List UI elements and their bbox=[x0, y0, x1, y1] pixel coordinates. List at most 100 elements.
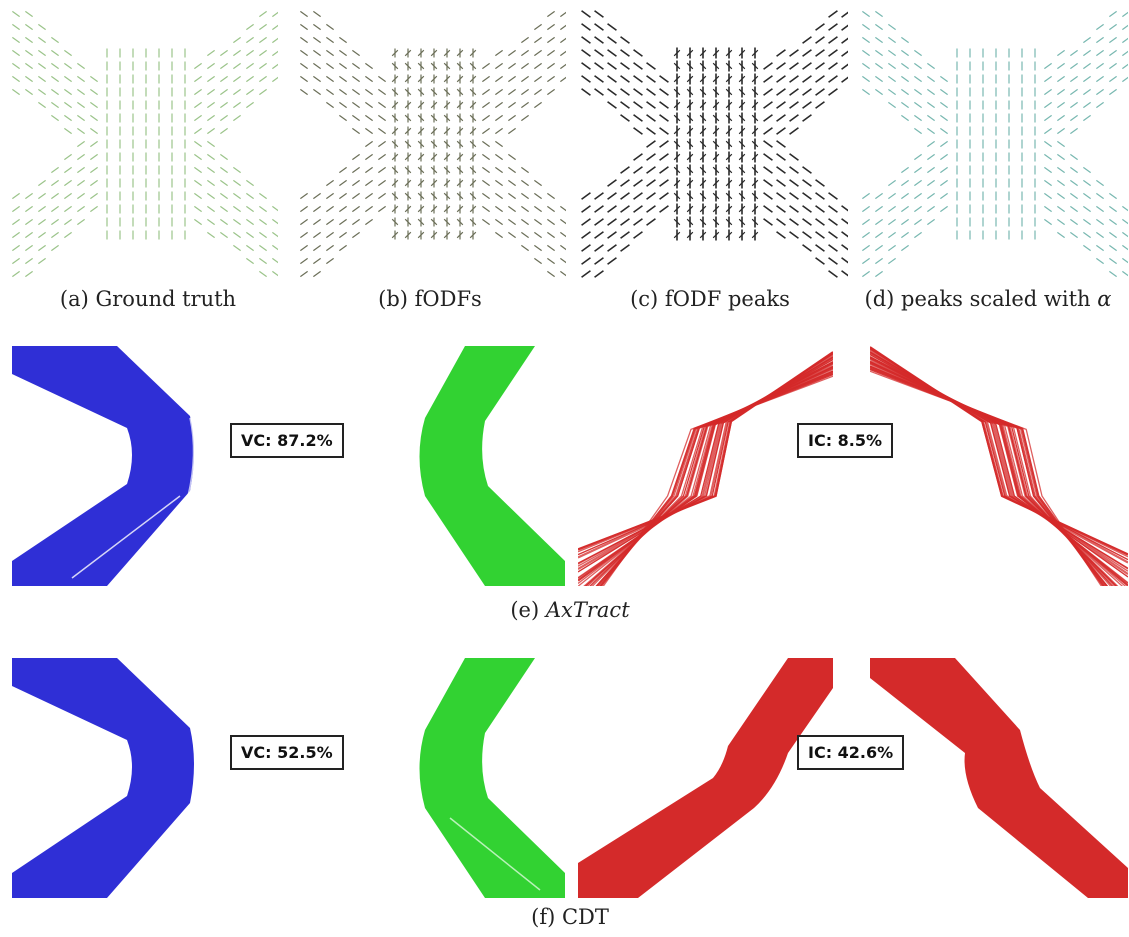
glyph bbox=[875, 88, 883, 96]
glyph bbox=[326, 36, 334, 44]
glyph bbox=[326, 192, 334, 200]
caption-e: (e) AxTract bbox=[470, 598, 670, 622]
glyph bbox=[620, 114, 630, 122]
caption-d: (d) peaks scaled with α bbox=[848, 287, 1128, 311]
glyph bbox=[901, 231, 909, 239]
glyph bbox=[712, 153, 720, 161]
glyph bbox=[12, 205, 20, 213]
glyph bbox=[233, 88, 241, 96]
glyph bbox=[1083, 49, 1091, 57]
glyph bbox=[901, 244, 909, 252]
glyph bbox=[751, 192, 759, 200]
glyph bbox=[751, 179, 759, 187]
glyph bbox=[365, 88, 373, 96]
glyph bbox=[815, 23, 825, 31]
glyph bbox=[534, 88, 542, 96]
glyph bbox=[901, 62, 909, 70]
glyph bbox=[646, 192, 656, 200]
glyph bbox=[391, 140, 399, 148]
glyph bbox=[828, 192, 838, 200]
cdt-red-bundle-left bbox=[578, 658, 833, 898]
glyph bbox=[1109, 10, 1117, 18]
glyph bbox=[927, 114, 935, 122]
glyph bbox=[789, 179, 799, 187]
glyph bbox=[776, 114, 786, 122]
glyph bbox=[888, 244, 896, 252]
glyph bbox=[901, 218, 909, 226]
glyph bbox=[607, 36, 617, 44]
glyph bbox=[326, 231, 334, 239]
glyph bbox=[1083, 231, 1091, 239]
glyph bbox=[77, 140, 85, 148]
axtract-red-bundle-right bbox=[870, 346, 1128, 586]
glyph bbox=[862, 88, 870, 96]
glyph bbox=[875, 218, 883, 226]
glyph bbox=[246, 62, 254, 70]
glyph bbox=[259, 218, 267, 226]
glyph bbox=[594, 49, 604, 57]
glyph bbox=[659, 140, 669, 148]
glyph bbox=[482, 192, 490, 200]
glyph bbox=[927, 192, 935, 200]
glyph bbox=[802, 49, 812, 57]
glyph bbox=[763, 88, 773, 96]
glyph bbox=[90, 101, 98, 109]
glyph bbox=[607, 192, 617, 200]
glyph bbox=[940, 205, 948, 213]
glyph bbox=[12, 244, 20, 252]
glyph bbox=[560, 244, 566, 251]
glyph bbox=[495, 62, 503, 70]
glyph bbox=[25, 10, 33, 18]
glyph bbox=[246, 257, 254, 265]
glyph bbox=[547, 231, 555, 239]
glyph bbox=[1122, 37, 1128, 44]
glyph bbox=[521, 166, 529, 174]
glyph bbox=[659, 127, 669, 135]
glyph bbox=[751, 166, 759, 174]
glyph bbox=[534, 231, 542, 239]
glyph bbox=[77, 101, 85, 109]
glyph bbox=[815, 75, 825, 83]
glyph bbox=[1070, 88, 1078, 96]
glyph bbox=[1044, 192, 1052, 200]
glyph bbox=[828, 270, 838, 278]
glyph bbox=[417, 127, 425, 135]
glyph bbox=[560, 76, 566, 83]
glyph bbox=[841, 231, 848, 238]
glyph bbox=[352, 205, 360, 213]
glyph bbox=[1083, 88, 1091, 96]
glyph bbox=[1096, 75, 1104, 83]
glyph bbox=[12, 218, 20, 226]
glyph bbox=[725, 205, 733, 213]
streamline bbox=[578, 362, 833, 584]
glyph bbox=[725, 179, 733, 187]
glyph bbox=[417, 166, 425, 174]
glyph bbox=[581, 23, 591, 31]
glyph bbox=[220, 153, 228, 161]
glyph bbox=[1096, 257, 1104, 265]
glyph bbox=[300, 270, 308, 278]
glyph bbox=[469, 231, 477, 239]
glyph bbox=[1057, 205, 1065, 213]
glyph bbox=[339, 231, 347, 239]
glyph bbox=[802, 179, 812, 187]
glyph bbox=[581, 218, 591, 226]
glyph bbox=[233, 244, 241, 252]
glyph bbox=[326, 101, 334, 109]
glyph bbox=[1070, 205, 1078, 213]
glyph bbox=[828, 49, 838, 57]
glyph bbox=[430, 114, 438, 122]
glyph bbox=[534, 192, 542, 200]
glyph bbox=[246, 231, 254, 239]
glyph bbox=[12, 231, 20, 239]
glyph bbox=[725, 140, 733, 148]
glyph bbox=[534, 257, 542, 265]
glyph bbox=[246, 75, 254, 83]
glyph bbox=[300, 257, 308, 265]
glyph bbox=[430, 88, 438, 96]
glyph bbox=[1057, 101, 1065, 109]
glyph bbox=[646, 218, 656, 226]
glyph bbox=[220, 49, 228, 57]
glyph bbox=[391, 49, 399, 57]
glyph bbox=[12, 36, 20, 44]
